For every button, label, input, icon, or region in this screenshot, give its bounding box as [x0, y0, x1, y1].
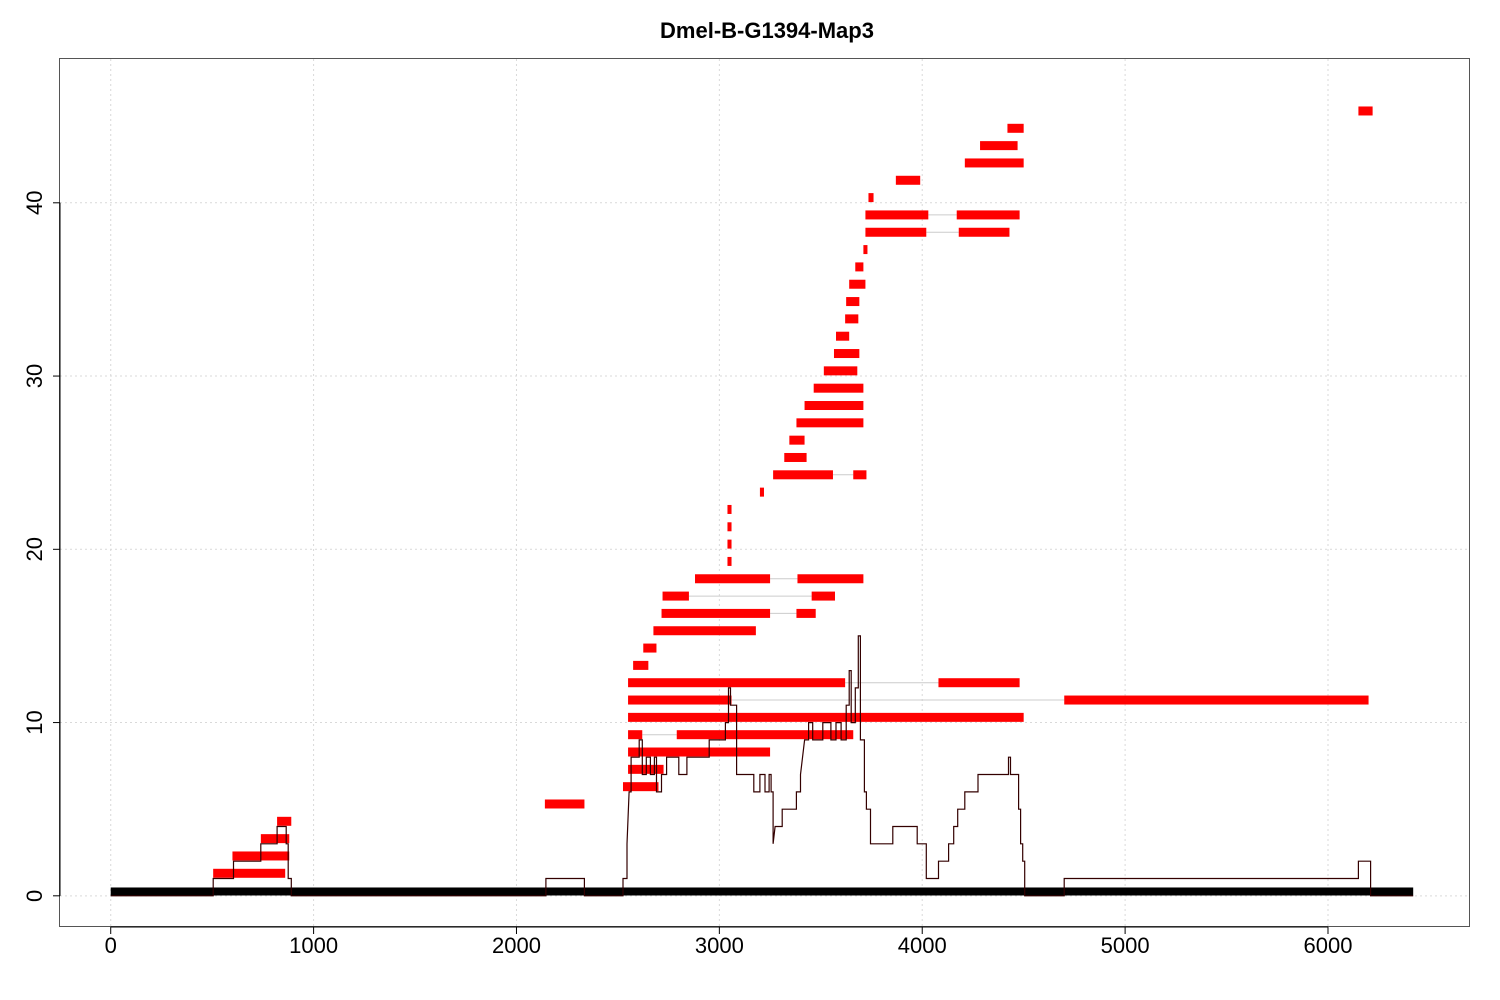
read-bar [661, 608, 771, 618]
x-tick-label: 5000 [1101, 933, 1150, 958]
x-axis: 0 1000 2000 3000 4000 5000 6000 [105, 926, 1353, 958]
read-bar [833, 349, 860, 359]
y-tick-label: 10 [22, 710, 47, 734]
coverage-polyline [110, 635, 1414, 897]
read-bar [1007, 123, 1024, 133]
read-bar [845, 314, 859, 324]
read-bar [1358, 106, 1373, 116]
y-tick-label: 0 [22, 890, 47, 902]
x-tick-label: 6000 [1304, 933, 1353, 958]
baseline-bar [110, 887, 1414, 896]
x-tick-label: 1000 [289, 933, 338, 958]
read-bar [797, 574, 864, 584]
y-tick-label: 30 [22, 364, 47, 388]
read-bar [622, 782, 659, 792]
x-tick-label: 2000 [492, 933, 541, 958]
read-bar [865, 210, 929, 220]
read-bar [759, 487, 764, 497]
read-bar [727, 539, 732, 549]
read-bar [846, 297, 860, 307]
read-bar [727, 504, 732, 514]
y-tick-label: 40 [22, 191, 47, 215]
plot-area [59, 58, 1470, 927]
read-bar [804, 401, 864, 411]
read-bar [853, 470, 867, 480]
read-bar [863, 245, 868, 255]
read-bar [958, 227, 1010, 237]
grid [60, 59, 1470, 927]
read-bar [628, 747, 771, 757]
read-bar [662, 591, 689, 601]
read-bar [277, 816, 292, 826]
read-bar [938, 678, 1020, 688]
read-bar [796, 608, 816, 618]
read-bar [868, 193, 874, 203]
read-bar [676, 730, 854, 740]
read-bar [895, 175, 921, 185]
x-tick-label: 3000 [695, 933, 744, 958]
read-bar [727, 556, 732, 566]
read-bar [855, 262, 864, 272]
read-bar [964, 158, 1024, 168]
read-bar [213, 868, 286, 878]
read-bar [628, 678, 846, 688]
baseline-rect [110, 887, 1414, 896]
x-tick-label: 0 [105, 933, 117, 958]
read-bar [811, 591, 835, 601]
read-bar [836, 331, 850, 341]
read-bar [695, 574, 771, 584]
coverage-line [110, 635, 1414, 897]
read-bar [628, 730, 643, 740]
read-bar [628, 695, 732, 705]
read-bar [865, 227, 927, 237]
x-tick-label: 4000 [898, 933, 947, 958]
read-bar [727, 522, 732, 532]
read-bar [1064, 695, 1369, 705]
read-bar [544, 799, 585, 809]
read-bar [813, 383, 864, 393]
read-bar [796, 418, 864, 428]
chart-title: Dmel-B-G1394-Map3 [660, 18, 874, 43]
read-bar [784, 452, 807, 462]
read-bar [260, 834, 290, 844]
read-bar [849, 279, 866, 289]
y-tick-label: 20 [22, 537, 47, 561]
reads [213, 106, 1373, 878]
read-bar [643, 643, 657, 653]
read-bar [653, 626, 756, 636]
read-bar [633, 660, 649, 670]
read-bar [823, 366, 858, 376]
read-bar [628, 712, 1024, 722]
y-axis: 0 10 20 30 40 [22, 191, 61, 902]
read-bar [773, 470, 833, 480]
connectors [642, 214, 1065, 736]
read-bar [980, 141, 1018, 151]
read-bar [956, 210, 1020, 220]
read-bar [789, 435, 805, 445]
